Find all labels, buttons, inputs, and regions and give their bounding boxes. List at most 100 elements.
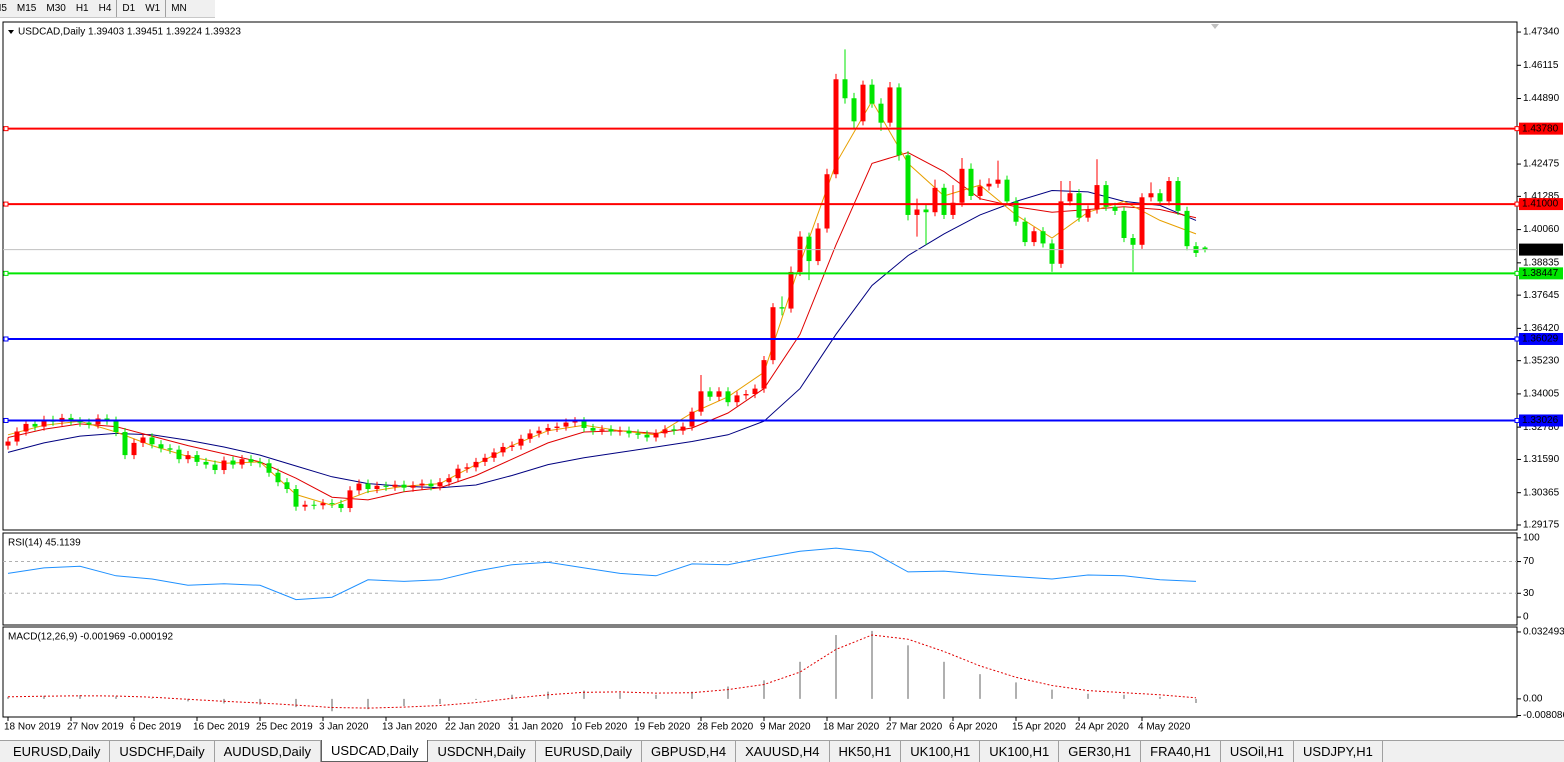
candle-body bbox=[1067, 193, 1073, 202]
timeframe-button[interactable]: M5 bbox=[0, 3, 7, 14]
level-anchor bbox=[1514, 417, 1520, 423]
chart-tab[interactable]: AUDUSD,Daily bbox=[215, 741, 322, 762]
indicator-header: RSI(14) 45.1139 bbox=[8, 538, 81, 549]
chart-tab[interactable]: UK100,H1 bbox=[901, 741, 981, 762]
timeframe-button[interactable]: M30 bbox=[46, 3, 66, 14]
candle-body bbox=[203, 461, 209, 465]
y-tick-label: 0 bbox=[1523, 612, 1529, 623]
chart-tab[interactable]: USDCHF,Daily bbox=[110, 741, 215, 762]
candle-body bbox=[797, 236, 803, 272]
level-anchor bbox=[1514, 126, 1520, 132]
candle-body bbox=[734, 395, 740, 403]
timeframe-toolbar: M5 M15 M30 H1 H4 D1 W1 MN bbox=[0, 0, 215, 18]
x-tick-label: 18 Mar 2020 bbox=[823, 722, 880, 733]
chart-tab[interactable]: EURUSD,Daily bbox=[4, 741, 111, 762]
candle-body bbox=[419, 483, 425, 486]
macd-bar bbox=[943, 661, 945, 699]
x-tick-label: 16 Dec 2019 bbox=[193, 722, 250, 733]
candle-body bbox=[788, 271, 794, 309]
candle-body bbox=[1076, 193, 1082, 218]
macd-bar bbox=[367, 698, 369, 710]
level-label-box bbox=[1519, 267, 1563, 280]
indicator-header: USDCAD,Daily 1.39403 1.39451 1.39224 1.3… bbox=[18, 27, 241, 38]
candle-body bbox=[554, 426, 560, 428]
candle-body bbox=[1148, 193, 1154, 198]
y-tick-label: 1.29175 bbox=[1523, 520, 1560, 531]
candle-body bbox=[581, 421, 587, 428]
candle-body bbox=[1157, 193, 1163, 202]
chart-tab[interactable]: GBPUSD,H4 bbox=[642, 741, 737, 762]
x-tick-label: 15 Apr 2020 bbox=[1012, 722, 1066, 733]
candle-body bbox=[662, 429, 668, 434]
candle-body bbox=[950, 202, 956, 215]
candle-body bbox=[221, 460, 227, 471]
candle-body bbox=[365, 483, 371, 490]
chart-tab[interactable]: EURUSD,Daily bbox=[536, 741, 642, 762]
x-tick-label: 19 Feb 2020 bbox=[634, 722, 691, 733]
candle-body bbox=[914, 209, 920, 215]
candle-body bbox=[1202, 247, 1208, 250]
candle-body bbox=[1175, 181, 1181, 211]
chart-tab[interactable]: HK50,H1 bbox=[830, 741, 902, 762]
candle-body bbox=[14, 431, 20, 442]
timeframe-button[interactable]: H1 bbox=[75, 3, 89, 14]
candle-body bbox=[329, 503, 335, 505]
y-tick-label: 1.37645 bbox=[1523, 290, 1560, 301]
candle-body bbox=[149, 437, 155, 445]
candle-body bbox=[383, 485, 389, 487]
chart-tab[interactable]: UK100,H1 bbox=[980, 741, 1060, 762]
candle-body bbox=[230, 460, 236, 465]
chart-tab[interactable]: USDJPY,H1 bbox=[1294, 741, 1383, 762]
candle-body bbox=[1121, 210, 1127, 239]
candle-body bbox=[446, 478, 452, 483]
chart-tab[interactable]: USDCAD,Daily bbox=[321, 740, 429, 762]
timeframe-button[interactable]: W1 bbox=[145, 3, 161, 14]
level-label: 1.38447 bbox=[1522, 268, 1559, 279]
level-anchor bbox=[3, 201, 9, 207]
chart-tab[interactable]: USDCNH,Daily bbox=[428, 741, 536, 762]
candle-body bbox=[626, 430, 632, 434]
y-tick-label: 70 bbox=[1523, 556, 1535, 567]
timeframe-button[interactable]: M15 bbox=[16, 3, 37, 14]
timeframe-button[interactable]: MN bbox=[165, 0, 192, 17]
candle-body bbox=[1049, 243, 1055, 264]
candle-body bbox=[527, 433, 533, 439]
timeframe-button[interactable]: D1 bbox=[116, 0, 140, 17]
macd-bar bbox=[871, 630, 873, 699]
candle-body bbox=[806, 236, 812, 262]
candle-body bbox=[617, 430, 623, 432]
candle-body bbox=[1166, 181, 1172, 202]
shift-marker bbox=[1211, 24, 1219, 29]
chart-tab[interactable]: FRA40,H1 bbox=[1141, 741, 1221, 762]
timeframe-button[interactable]: H4 bbox=[98, 3, 112, 14]
macd-bar bbox=[7, 696, 9, 699]
y-tick-label: 1.32780 bbox=[1523, 422, 1560, 433]
candle-body bbox=[743, 394, 749, 396]
x-tick-label: 10 Feb 2020 bbox=[571, 722, 628, 733]
macd-bar bbox=[655, 694, 657, 699]
candle-body bbox=[1040, 231, 1046, 244]
candle-body bbox=[977, 186, 983, 196]
chart-tab[interactable]: USOil,H1 bbox=[1221, 741, 1295, 762]
macd-bar bbox=[1051, 689, 1053, 699]
candle-body bbox=[833, 79, 839, 175]
candle-body bbox=[311, 504, 317, 506]
candle-body bbox=[887, 87, 893, 123]
candle-body bbox=[212, 464, 218, 471]
candle-body bbox=[869, 84, 875, 104]
y-tick-label: 1.36420 bbox=[1523, 323, 1560, 334]
candle-body bbox=[815, 228, 821, 262]
candle-body bbox=[437, 482, 443, 487]
candle-body bbox=[1130, 238, 1136, 245]
candle-body bbox=[896, 87, 902, 156]
chart-tabs: EURUSD,Daily USDCHF,Daily AUDUSD,Daily USDC… bbox=[0, 740, 1564, 762]
macd-bar bbox=[115, 696, 117, 699]
chart-tab[interactable]: GER30,H1 bbox=[1059, 741, 1142, 762]
x-tick-label: 4 May 2020 bbox=[1138, 722, 1191, 733]
x-tick-label: 28 Feb 2020 bbox=[697, 722, 754, 733]
chart-tab[interactable]: XAUUSD,H4 bbox=[736, 741, 830, 762]
level-label: 1.41000 bbox=[1522, 199, 1559, 210]
macd-bar bbox=[295, 698, 297, 708]
candle-body bbox=[923, 209, 929, 213]
y-tick-label: 1.44890 bbox=[1523, 93, 1560, 104]
